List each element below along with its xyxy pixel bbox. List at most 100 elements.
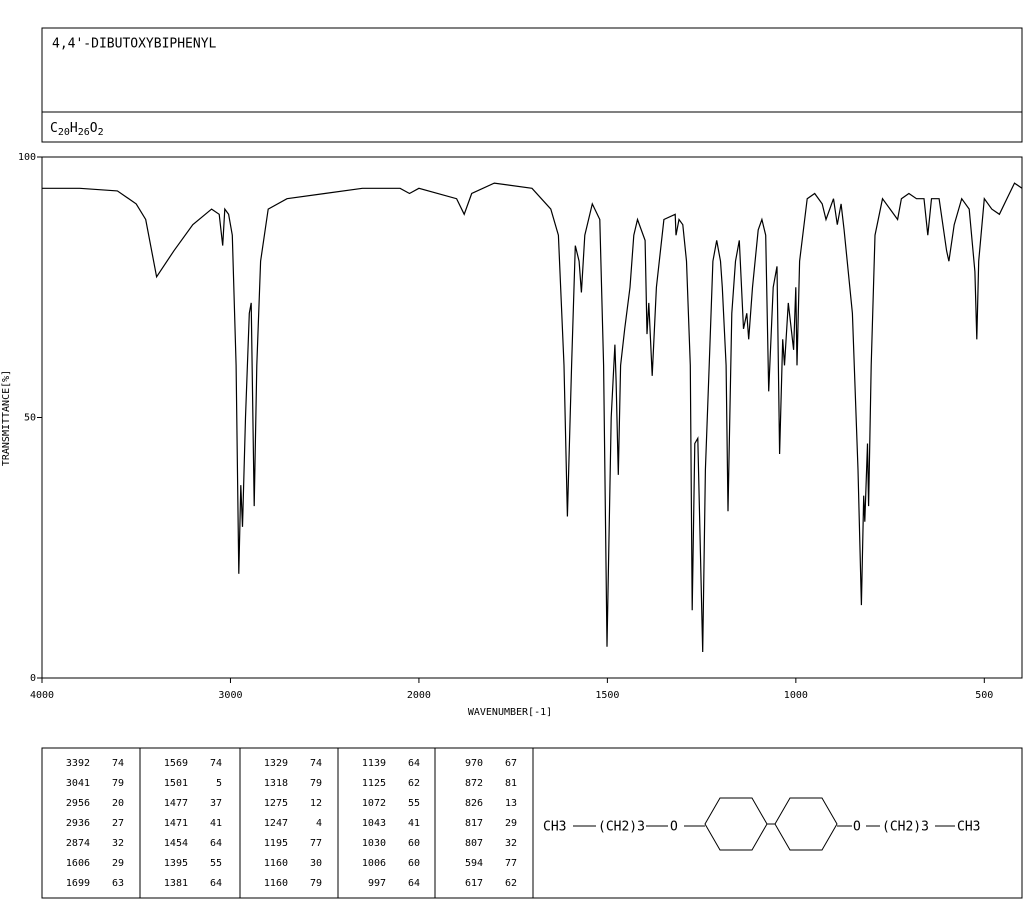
y-tick-label: 100: [18, 152, 36, 163]
peak-intensity: 74: [210, 758, 222, 769]
peak-wavenumber: 1195: [264, 838, 288, 849]
formula-part: 20: [58, 127, 70, 138]
y-tick-label: 0: [30, 673, 36, 684]
formula-part: 2: [98, 127, 104, 138]
peak-wavenumber: 1395: [164, 858, 188, 869]
peak-intensity: 41: [408, 818, 420, 829]
peak-wavenumber: 826: [465, 798, 483, 809]
peak-wavenumber: 3041: [66, 778, 90, 789]
peak-wavenumber: 1006: [362, 858, 386, 869]
peak-wavenumber: 997: [368, 878, 386, 889]
peak-intensity: 77: [505, 858, 517, 869]
compound-name: 4,4'-DIBUTOXYBIPHENYL: [52, 37, 217, 52]
peak-intensity: 64: [210, 838, 222, 849]
y-tick-label: 50: [24, 413, 36, 424]
peak-wavenumber: 1381: [164, 878, 188, 889]
benzene-ring: [774, 797, 838, 851]
formula-part: H: [70, 121, 78, 136]
peak-intensity: 81: [505, 778, 517, 789]
peak-table-box: [41, 747, 1023, 899]
peak-intensity: 29: [112, 858, 124, 869]
peak-intensity: 67: [505, 758, 517, 769]
spectrum-line: [42, 182, 1023, 653]
peak-wavenumber: 2956: [66, 798, 90, 809]
structure: [573, 797, 955, 851]
atom-label: O: [670, 820, 678, 835]
peak-intensity: 63: [112, 878, 124, 889]
peak-wavenumber: 2936: [66, 818, 90, 829]
peak-wavenumber: 3392: [66, 758, 90, 769]
peak-intensity: 62: [408, 778, 420, 789]
peak-wavenumber: 1329: [264, 758, 288, 769]
peak-wavenumber: 594: [465, 858, 483, 869]
peak-intensity: 64: [210, 878, 222, 889]
peak-intensity: 27: [112, 818, 124, 829]
peak-wavenumber: 1275: [264, 798, 288, 809]
peak-intensity: 55: [408, 798, 420, 809]
peak-wavenumber: 1454: [164, 838, 188, 849]
peak-wavenumber: 1471: [164, 818, 188, 829]
peak-wavenumber: 1160: [264, 878, 288, 889]
peak-wavenumber: 1247: [264, 818, 288, 829]
peak-wavenumber: 1569: [164, 758, 188, 769]
y-axis-label: TRANSMITTANCE[%]: [1, 370, 12, 466]
peak-wavenumber: 817: [465, 818, 483, 829]
group-label: CH3: [957, 820, 980, 835]
peak-intensity: 32: [112, 838, 124, 849]
peak-intensity: 32: [505, 838, 517, 849]
x-tick-label: 500: [975, 690, 993, 701]
peak-intensity: 60: [408, 838, 420, 849]
peak-wavenumber: 1160: [264, 858, 288, 869]
peak-intensity: 62: [505, 878, 517, 889]
peak-intensity: 29: [505, 818, 517, 829]
formula-part: 26: [78, 127, 90, 138]
peak-intensity: 13: [505, 798, 517, 809]
peak-wavenumber: 1030: [362, 838, 386, 849]
group-label: (CH2)3: [882, 820, 929, 835]
x-tick-label: 1500: [595, 690, 619, 701]
group-label: CH3: [543, 820, 566, 835]
peak-intensity: 30: [310, 858, 322, 869]
peak-wavenumber: 1043: [362, 818, 386, 829]
benzene-ring: [704, 797, 768, 851]
formula: C20H26O2: [50, 121, 104, 139]
peak-wavenumber: 2874: [66, 838, 90, 849]
peak-intensity: 41: [210, 818, 222, 829]
peak-intensity: 74: [310, 758, 322, 769]
peak-intensity: 79: [310, 878, 322, 889]
x-tick-label: 2000: [407, 690, 431, 701]
peak-intensity: 79: [310, 778, 322, 789]
peak-wavenumber: 1139: [362, 758, 386, 769]
x-tick-label: 1000: [784, 690, 808, 701]
formula-part: O: [90, 121, 98, 136]
peak-wavenumber: 970: [465, 758, 483, 769]
peak-intensity: 74: [112, 758, 124, 769]
atom-label: O: [853, 820, 861, 835]
peak-wavenumber: 1699: [66, 878, 90, 889]
peak-wavenumber: 1125: [362, 778, 386, 789]
peak-intensity: 12: [310, 798, 322, 809]
peak-intensity: 55: [210, 858, 222, 869]
x-tick-label: 3000: [218, 690, 242, 701]
peak-wavenumber: 1318: [264, 778, 288, 789]
peak-intensity: 20: [112, 798, 124, 809]
peak-intensity: 60: [408, 858, 420, 869]
x-tick-label: 4000: [30, 690, 54, 701]
peak-wavenumber: 1501: [164, 778, 188, 789]
group-label: (CH2)3: [598, 820, 645, 835]
header-box: [41, 27, 1023, 143]
peak-wavenumber: 1072: [362, 798, 386, 809]
peak-wavenumber: 807: [465, 838, 483, 849]
peak-intensity: 77: [310, 838, 322, 849]
peak-intensity: 64: [408, 758, 420, 769]
peak-intensity: 79: [112, 778, 124, 789]
peak-wavenumber: 1606: [66, 858, 90, 869]
peak-wavenumber: 1477: [164, 798, 188, 809]
x-axis-label: WAVENUMBER[-1]: [468, 707, 552, 718]
peak-intensity: 37: [210, 798, 222, 809]
peak-wavenumber: 617: [465, 878, 483, 889]
peak-intensity: 64: [408, 878, 420, 889]
peak-intensity: 5: [216, 778, 222, 789]
peak-wavenumber: 872: [465, 778, 483, 789]
